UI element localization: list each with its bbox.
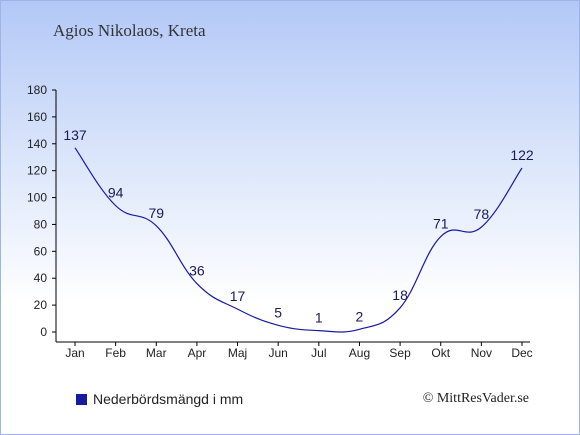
- x-tick-label: Sep: [389, 346, 411, 360]
- y-tick-label: 120: [27, 164, 47, 178]
- y-tick-label: 20: [34, 298, 48, 312]
- y-tick-label: 160: [27, 110, 47, 124]
- x-tick-label: Jul: [311, 346, 326, 360]
- series-line: [74, 147, 523, 333]
- credit-text: © MittResVader.se: [422, 391, 529, 406]
- data-label: 137: [63, 127, 87, 143]
- y-tick-label: 140: [27, 137, 47, 151]
- data-label: 79: [148, 205, 164, 221]
- data-label: 36: [189, 263, 205, 279]
- data-label: 71: [433, 216, 449, 232]
- data-label: 18: [392, 287, 408, 303]
- x-tick-label: Feb: [105, 346, 126, 360]
- data-label: 2: [356, 308, 364, 324]
- data-label: 1: [315, 310, 323, 326]
- y-tick-label: 180: [27, 83, 47, 97]
- legend-swatch: [76, 393, 87, 405]
- data-label: 78: [474, 206, 490, 222]
- x-tick-label: Apr: [188, 346, 207, 360]
- data-label: 5: [274, 304, 282, 320]
- y-tick-label: 40: [34, 271, 48, 285]
- data-label: 122: [510, 147, 534, 163]
- x-tick-label: Jun: [269, 346, 288, 360]
- x-tick-label: Mar: [146, 346, 167, 360]
- legend: Nederbördsmängd i mm: [76, 391, 243, 407]
- legend-label: Nederbördsmängd i mm: [93, 391, 244, 407]
- x-tick-label: Aug: [349, 346, 370, 360]
- chart-title: Agios Nikolaos, Kreta: [53, 21, 206, 40]
- y-tick-label: 60: [34, 244, 48, 258]
- data-label: 94: [108, 185, 124, 201]
- x-tick-label: Jan: [65, 346, 84, 360]
- y-tick-label: 0: [40, 325, 47, 339]
- data-label: 17: [230, 288, 246, 304]
- x-tick-label: Maj: [228, 346, 247, 360]
- x-tick-label: Dec: [511, 346, 532, 360]
- x-tick-label: Okt: [431, 346, 450, 360]
- x-tick-label: Nov: [471, 346, 492, 360]
- y-tick-label: 100: [27, 191, 47, 205]
- y-tick-label: 80: [34, 217, 48, 231]
